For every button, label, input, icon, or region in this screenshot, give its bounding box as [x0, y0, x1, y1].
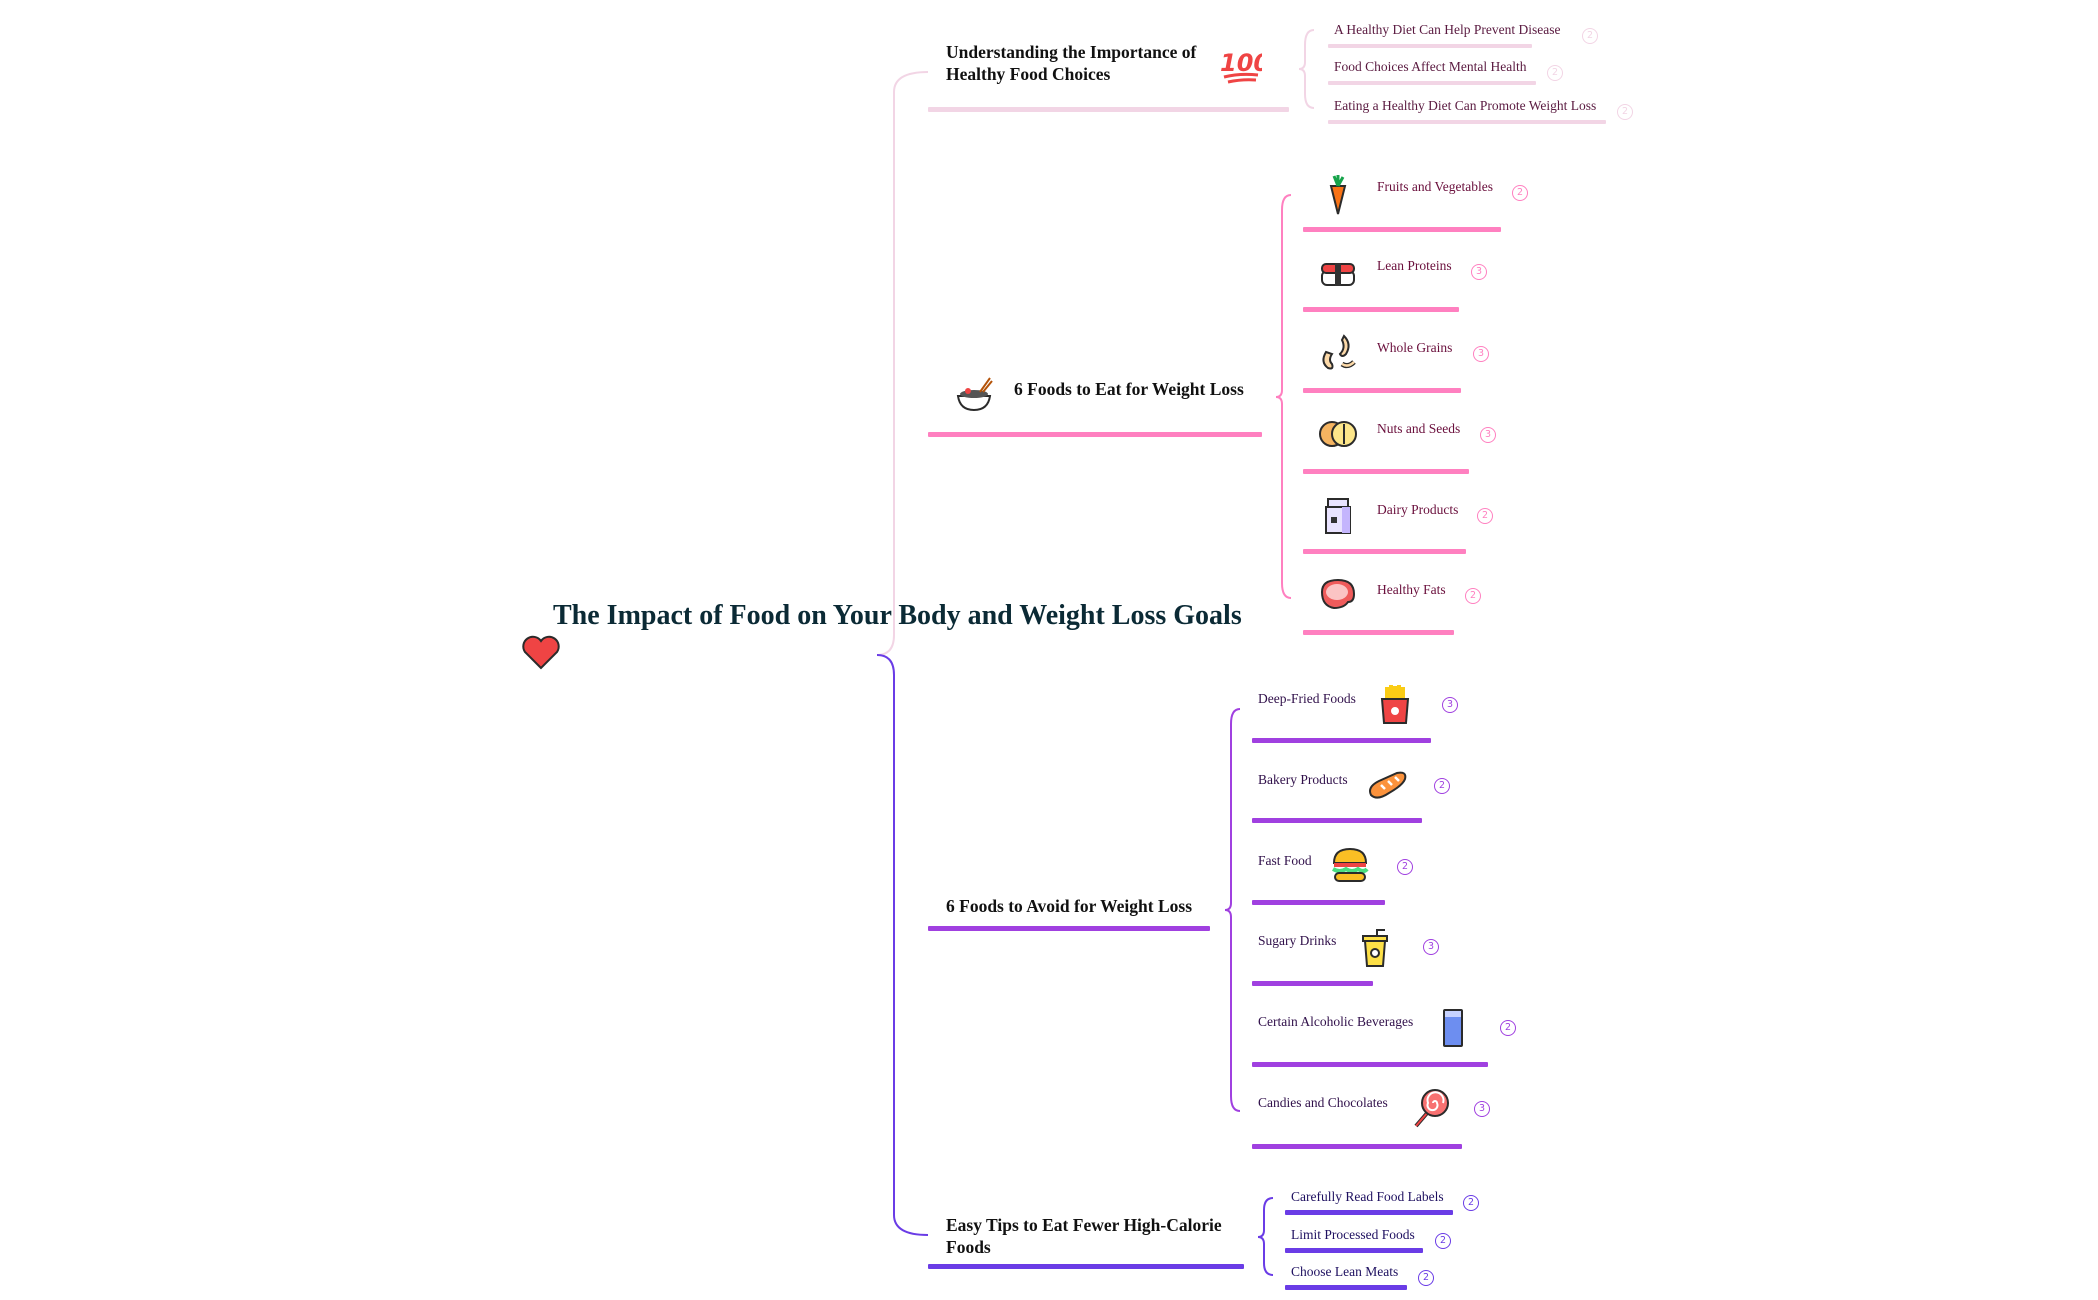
subtopic-label[interactable]: Certain Alcoholic Beverages	[1258, 1014, 1414, 1029]
subtopic-underline	[1328, 44, 1532, 48]
subtopic-label[interactable]: A Healthy Diet Can Help Prevent Disease	[1334, 22, 1561, 37]
lollipop-icon	[1408, 1086, 1452, 1130]
count-badge[interactable]: 2	[1434, 778, 1450, 794]
count-badge[interactable]: 2	[1477, 508, 1493, 524]
subtopic-underline	[1285, 1248, 1423, 1253]
count-badge[interactable]: 2	[1418, 1270, 1434, 1286]
count-badge[interactable]: 3	[1442, 697, 1458, 713]
subtopic-label[interactable]: Fast Food	[1258, 853, 1312, 868]
steak-icon	[1316, 572, 1360, 616]
branch-foods-to-avoid[interactable]: 6 Foods to Avoid for Weight Loss	[946, 896, 1193, 916]
count-badge[interactable]: 2	[1547, 65, 1563, 81]
subtopic-underline	[1252, 1062, 1488, 1067]
count-badge[interactable]: 2	[1500, 1020, 1516, 1036]
nut-icon	[1316, 412, 1360, 456]
subtopic-label[interactable]: Limit Processed Foods	[1291, 1227, 1415, 1242]
soda-cup-icon	[1353, 926, 1397, 970]
branch-underline	[928, 1264, 1244, 1269]
subtopic-label[interactable]: Nuts and Seeds	[1377, 421, 1461, 436]
subtopic-underline	[1303, 549, 1466, 554]
subtopic-label[interactable]: Sugary Drinks	[1258, 933, 1337, 948]
branch-foods-to-eat[interactable]: 6 Foods to Eat for Weight Loss	[1014, 379, 1244, 399]
sushi-icon	[1316, 251, 1360, 295]
count-badge[interactable]: 2	[1397, 859, 1413, 875]
subtopic-underline	[1303, 469, 1469, 474]
subtopic-label[interactable]: Bakery Products	[1258, 772, 1348, 787]
subtopic-underline	[1252, 981, 1373, 986]
subtopic-label[interactable]: Healthy Fats	[1377, 582, 1446, 597]
hundred-points-icon: 100	[1218, 43, 1270, 87]
subtopic-underline	[1252, 900, 1385, 905]
glass-icon	[1431, 1006, 1475, 1050]
subtopic-underline	[1252, 738, 1431, 743]
branch-importance[interactable]: Understanding the Importance of Healthy …	[946, 42, 1197, 84]
subtopic-label[interactable]: Choose Lean Meats	[1291, 1264, 1399, 1279]
subtopic-label[interactable]: Candies and Chocolates	[1258, 1095, 1388, 1110]
carrot-icon	[1316, 172, 1360, 216]
subtopic-underline	[1252, 818, 1422, 823]
heart-icon	[519, 630, 563, 674]
svg-text:100: 100	[1220, 49, 1262, 77]
count-badge[interactable]: 2	[1435, 1233, 1451, 1249]
branch-underline	[928, 107, 1289, 112]
count-badge[interactable]: 3	[1474, 1101, 1490, 1117]
burger-icon	[1328, 843, 1372, 887]
subtopic-underline	[1252, 1144, 1462, 1149]
count-badge[interactable]: 2	[1465, 588, 1481, 604]
subtopic-underline	[1303, 227, 1501, 232]
subtopic-underline	[1303, 630, 1454, 635]
branch-underline	[928, 926, 1210, 931]
subtopic-label[interactable]: Lean Proteins	[1377, 258, 1452, 273]
subtopic-label[interactable]: Fruits and Vegetables	[1377, 179, 1493, 194]
branch-easy-tips[interactable]: Easy Tips to Eat Fewer High-Calorie Food…	[946, 1215, 1222, 1257]
cashew-icon	[1316, 330, 1360, 374]
branch-underline	[928, 432, 1262, 437]
count-badge[interactable]: 2	[1582, 28, 1598, 44]
subtopic-label[interactable]: Carefully Read Food Labels	[1291, 1189, 1444, 1204]
bread-icon	[1365, 763, 1409, 807]
count-badge[interactable]: 3	[1471, 264, 1487, 280]
milk-carton-icon	[1316, 493, 1360, 537]
subtopic-label[interactable]: Dairy Products	[1377, 502, 1459, 517]
fries-icon	[1373, 683, 1417, 727]
root-topic[interactable]: The Impact of Food on Your Body and Weig…	[553, 600, 1242, 631]
subtopic-underline	[1303, 388, 1461, 393]
count-badge[interactable]: 2	[1463, 1195, 1479, 1211]
subtopic-label[interactable]: Eating a Healthy Diet Can Promote Weight…	[1334, 98, 1597, 113]
count-badge[interactable]: 2	[1617, 104, 1633, 120]
subtopic-underline	[1285, 1285, 1407, 1290]
subtopic-underline	[1328, 120, 1606, 124]
subtopic-label[interactable]: Deep-Fried Foods	[1258, 691, 1356, 706]
count-badge[interactable]: 3	[1480, 427, 1496, 443]
count-badge[interactable]: 2	[1512, 185, 1528, 201]
subtopic-label[interactable]: Whole Grains	[1377, 340, 1453, 355]
subtopic-underline	[1328, 81, 1536, 85]
subtopic-underline	[1303, 307, 1459, 312]
subtopic-label[interactable]: Food Choices Affect Mental Health	[1334, 59, 1527, 74]
subtopic-underline	[1285, 1210, 1453, 1215]
count-badge[interactable]: 3	[1423, 939, 1439, 955]
count-badge[interactable]: 3	[1473, 346, 1489, 362]
bowl-icon	[952, 372, 996, 416]
